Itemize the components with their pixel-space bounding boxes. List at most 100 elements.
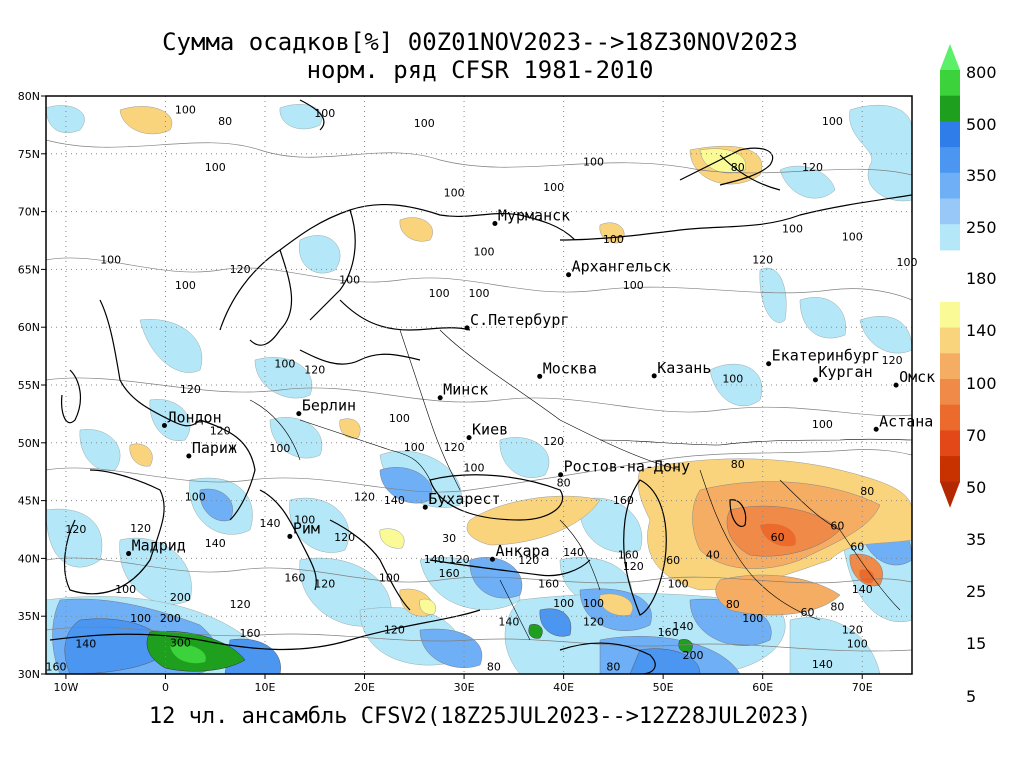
contour-value-label: 100 xyxy=(314,107,335,120)
lat-tick-label: 60N xyxy=(18,321,40,334)
contour-value-label: 100 xyxy=(274,358,295,371)
contour-value-label: 30 xyxy=(442,532,456,545)
contour-value-label: 60 xyxy=(850,540,864,553)
contour-value-label: 120 xyxy=(842,624,863,637)
city-label: Лондон xyxy=(167,408,221,426)
contour-value-label: 200 xyxy=(683,649,704,662)
lat-tick-label: 80N xyxy=(18,90,40,103)
city-dot xyxy=(161,422,167,428)
contour-value-label: 100 xyxy=(623,279,644,292)
city-label: Рим xyxy=(293,519,320,537)
contour-value-label: 140 xyxy=(498,615,519,628)
colorbar-swatch xyxy=(940,70,960,97)
contour-value-label: 100 xyxy=(553,597,574,610)
contour-value-label: 120 xyxy=(354,491,375,504)
city-label: Киев xyxy=(472,421,508,439)
lat-tick-label: 75N xyxy=(18,148,40,161)
contour-value-label: 140 xyxy=(75,637,96,650)
colorbar-swatch xyxy=(940,224,960,251)
contour-value-label: 100 xyxy=(404,441,425,454)
city-dot xyxy=(126,551,132,557)
lon-tick-label: 20E xyxy=(354,681,375,694)
contour-value-label: 100 xyxy=(668,577,689,590)
city-dot xyxy=(873,426,879,432)
contour-value-label: 120 xyxy=(65,523,86,536)
contour-value-label: 100 xyxy=(473,246,494,259)
lat-tick-label: 65N xyxy=(18,263,40,276)
colorbar-swatch xyxy=(940,404,960,431)
contour-value-label: 80 xyxy=(606,661,620,674)
lat-tick-label: 30N xyxy=(18,668,40,681)
lon-tick-label: 70E xyxy=(852,681,873,694)
contour-value-label: 80 xyxy=(830,600,844,613)
contour-value-label: 120 xyxy=(449,553,470,566)
contour-value-label: 140 xyxy=(852,583,873,596)
contour-value-label: 120 xyxy=(334,531,355,544)
contour-value-label: 140 xyxy=(563,546,584,559)
contour-value-label: 100 xyxy=(294,514,315,527)
lon-tick-label: 30E xyxy=(454,681,475,694)
colorbar-swatch xyxy=(940,301,960,329)
contour-value-label: 100 xyxy=(782,222,803,235)
contour-value-label: 100 xyxy=(742,612,763,625)
contour-value-label: 160 xyxy=(613,494,634,507)
city-dot xyxy=(492,221,498,227)
city-markers: Мурманск Архангельск С.Петербург Москва Каза… xyxy=(126,207,935,562)
city-dot xyxy=(651,373,657,379)
contour-value-label: 120 xyxy=(180,383,201,396)
city-label: Ростов-на-Дону xyxy=(564,458,690,476)
city-label: Мурманск xyxy=(498,207,570,225)
city-label: Берлин xyxy=(302,397,356,415)
colorbar-swatch xyxy=(940,121,960,148)
contour-value-label: 100 xyxy=(269,442,290,455)
city-label: Курган xyxy=(818,363,872,381)
colorbar-swatch xyxy=(940,172,960,199)
contour-value-label: 100 xyxy=(389,412,410,425)
city-dot xyxy=(766,361,772,367)
contour-value-label: 140 xyxy=(384,494,405,507)
contour-value-label: 100 xyxy=(469,287,490,300)
lon-tick-label: 10E xyxy=(255,681,276,694)
city-dot xyxy=(812,377,818,383)
contour-value-label: 120 xyxy=(518,554,539,567)
contour-value-label: 60 xyxy=(666,554,680,567)
city-dot xyxy=(558,472,564,478)
colorbar-label: 800 xyxy=(966,63,997,82)
longitude-axis: 10W 0 10E 20E 30E 40E 50E 60E 70E xyxy=(53,674,873,694)
lat-tick-label: 50N xyxy=(18,437,40,450)
colorbar-bottom-arrow xyxy=(940,481,960,508)
contour-value-label: 100 xyxy=(185,491,206,504)
latitude-axis: 30N 35N 40N 45N 50N 55N 60N 65N 70N 75N 80N xyxy=(18,90,46,681)
contour-value-label: 100 xyxy=(583,155,604,168)
contour-value-label: 120 xyxy=(802,161,823,174)
contour-value-label: 100 xyxy=(847,637,868,650)
precipitation-field xyxy=(46,99,912,674)
city-label: Омск xyxy=(899,368,935,386)
colorbar-label: 250 xyxy=(966,218,997,237)
lat-tick-label: 45N xyxy=(18,495,40,508)
contour-value-label: 100 xyxy=(464,462,485,475)
colorbar-swatch xyxy=(940,430,960,457)
city-dot xyxy=(186,453,192,459)
city-label: Бухарест xyxy=(428,490,500,508)
colorbar-label: 500 xyxy=(966,115,997,134)
city-label: Екатеринбург xyxy=(772,347,880,365)
contour-value-label: 100 xyxy=(812,418,833,431)
contour-value-label: 160 xyxy=(618,548,639,561)
contour-value-label: 120 xyxy=(623,560,644,573)
contour-value-label: 140 xyxy=(205,537,226,550)
contour-value-label: 60 xyxy=(771,531,785,544)
contour-value-label: 140 xyxy=(673,620,694,633)
lat-tick-label: 55N xyxy=(18,379,40,392)
contour-value-label: 80 xyxy=(487,661,501,674)
chart-title: Сумма осадков[%] 00Z01NOV2023-->18Z30NOV… xyxy=(162,28,798,56)
contour-value-label: 100 xyxy=(842,231,863,244)
contour-value-label: 100 xyxy=(543,181,564,194)
city-label: Астана xyxy=(879,412,933,430)
colorbar-label: 50 xyxy=(966,478,986,497)
contour-value-label: 100 xyxy=(822,115,843,128)
contour-value-label: 120 xyxy=(882,354,903,367)
city-dot xyxy=(566,272,572,278)
